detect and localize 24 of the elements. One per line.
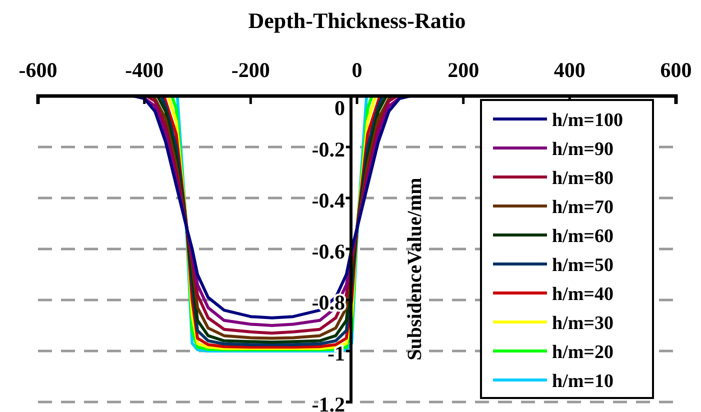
y-tick-label: -0.2 bbox=[312, 137, 345, 162]
x-tick-label: 400 bbox=[554, 58, 586, 82]
x-tick-label: 200 bbox=[448, 58, 480, 82]
y-tick-label: -0.6 bbox=[312, 239, 345, 264]
x-tick-label: 0 bbox=[352, 58, 362, 82]
legend-label: h/m=90 bbox=[552, 139, 614, 160]
y-tick-label: 0 bbox=[334, 96, 345, 120]
x-tick-label: -200 bbox=[231, 58, 270, 82]
legend-label: h/m=100 bbox=[552, 110, 623, 131]
x-tick-label: -400 bbox=[125, 58, 164, 82]
legend-label: h/m=60 bbox=[552, 226, 614, 247]
chart-title: Depth-Thickness-Ratio bbox=[248, 8, 466, 33]
legend-label: h/m=20 bbox=[552, 342, 614, 363]
y-tick-label: -1.2 bbox=[312, 392, 345, 412]
x-tick-label: 600 bbox=[660, 58, 692, 82]
x-tick-label: -600 bbox=[18, 58, 58, 82]
legend-label: h/m=40 bbox=[552, 284, 614, 305]
legend-label: h/m=80 bbox=[552, 168, 614, 189]
y-tick-label: -0.4 bbox=[312, 188, 346, 212]
y-axis-title: SubsidenceValue/mm bbox=[404, 177, 426, 360]
legend-label: h/m=30 bbox=[552, 313, 614, 334]
legend-label: h/m=70 bbox=[552, 197, 614, 218]
legend-label: h/m=10 bbox=[552, 371, 614, 392]
legend-label: h/m=50 bbox=[552, 255, 614, 276]
